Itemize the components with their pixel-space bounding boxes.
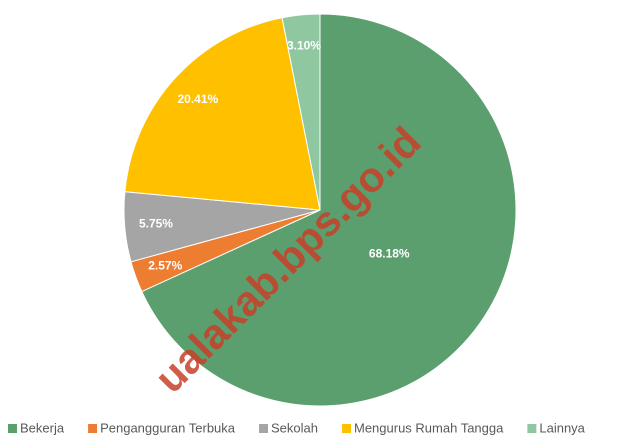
legend-swatch (527, 424, 537, 433)
data-label: 2.57% (148, 258, 182, 272)
legend-swatch (88, 424, 98, 433)
data-label: 5.75% (139, 216, 173, 230)
legend-swatch (342, 424, 351, 433)
legend-label: Bekerja (20, 420, 65, 435)
data-label: 68.18% (369, 247, 410, 261)
legend-label: Mengurus Rumah Tangga (354, 420, 504, 435)
pie (123, 13, 517, 407)
pie-slice (124, 17, 321, 211)
pie-slice (141, 13, 517, 407)
legend-label: Lainnya (539, 420, 585, 435)
legend-label: Pengangguran Terbuka (100, 420, 236, 435)
data-label: 3.10% (287, 38, 321, 52)
pie-slice (281, 13, 321, 211)
legend-swatch (259, 424, 269, 433)
legend-swatch (8, 424, 17, 433)
data-label: 20.41% (178, 92, 219, 106)
legend-label: Sekolah (271, 420, 318, 435)
